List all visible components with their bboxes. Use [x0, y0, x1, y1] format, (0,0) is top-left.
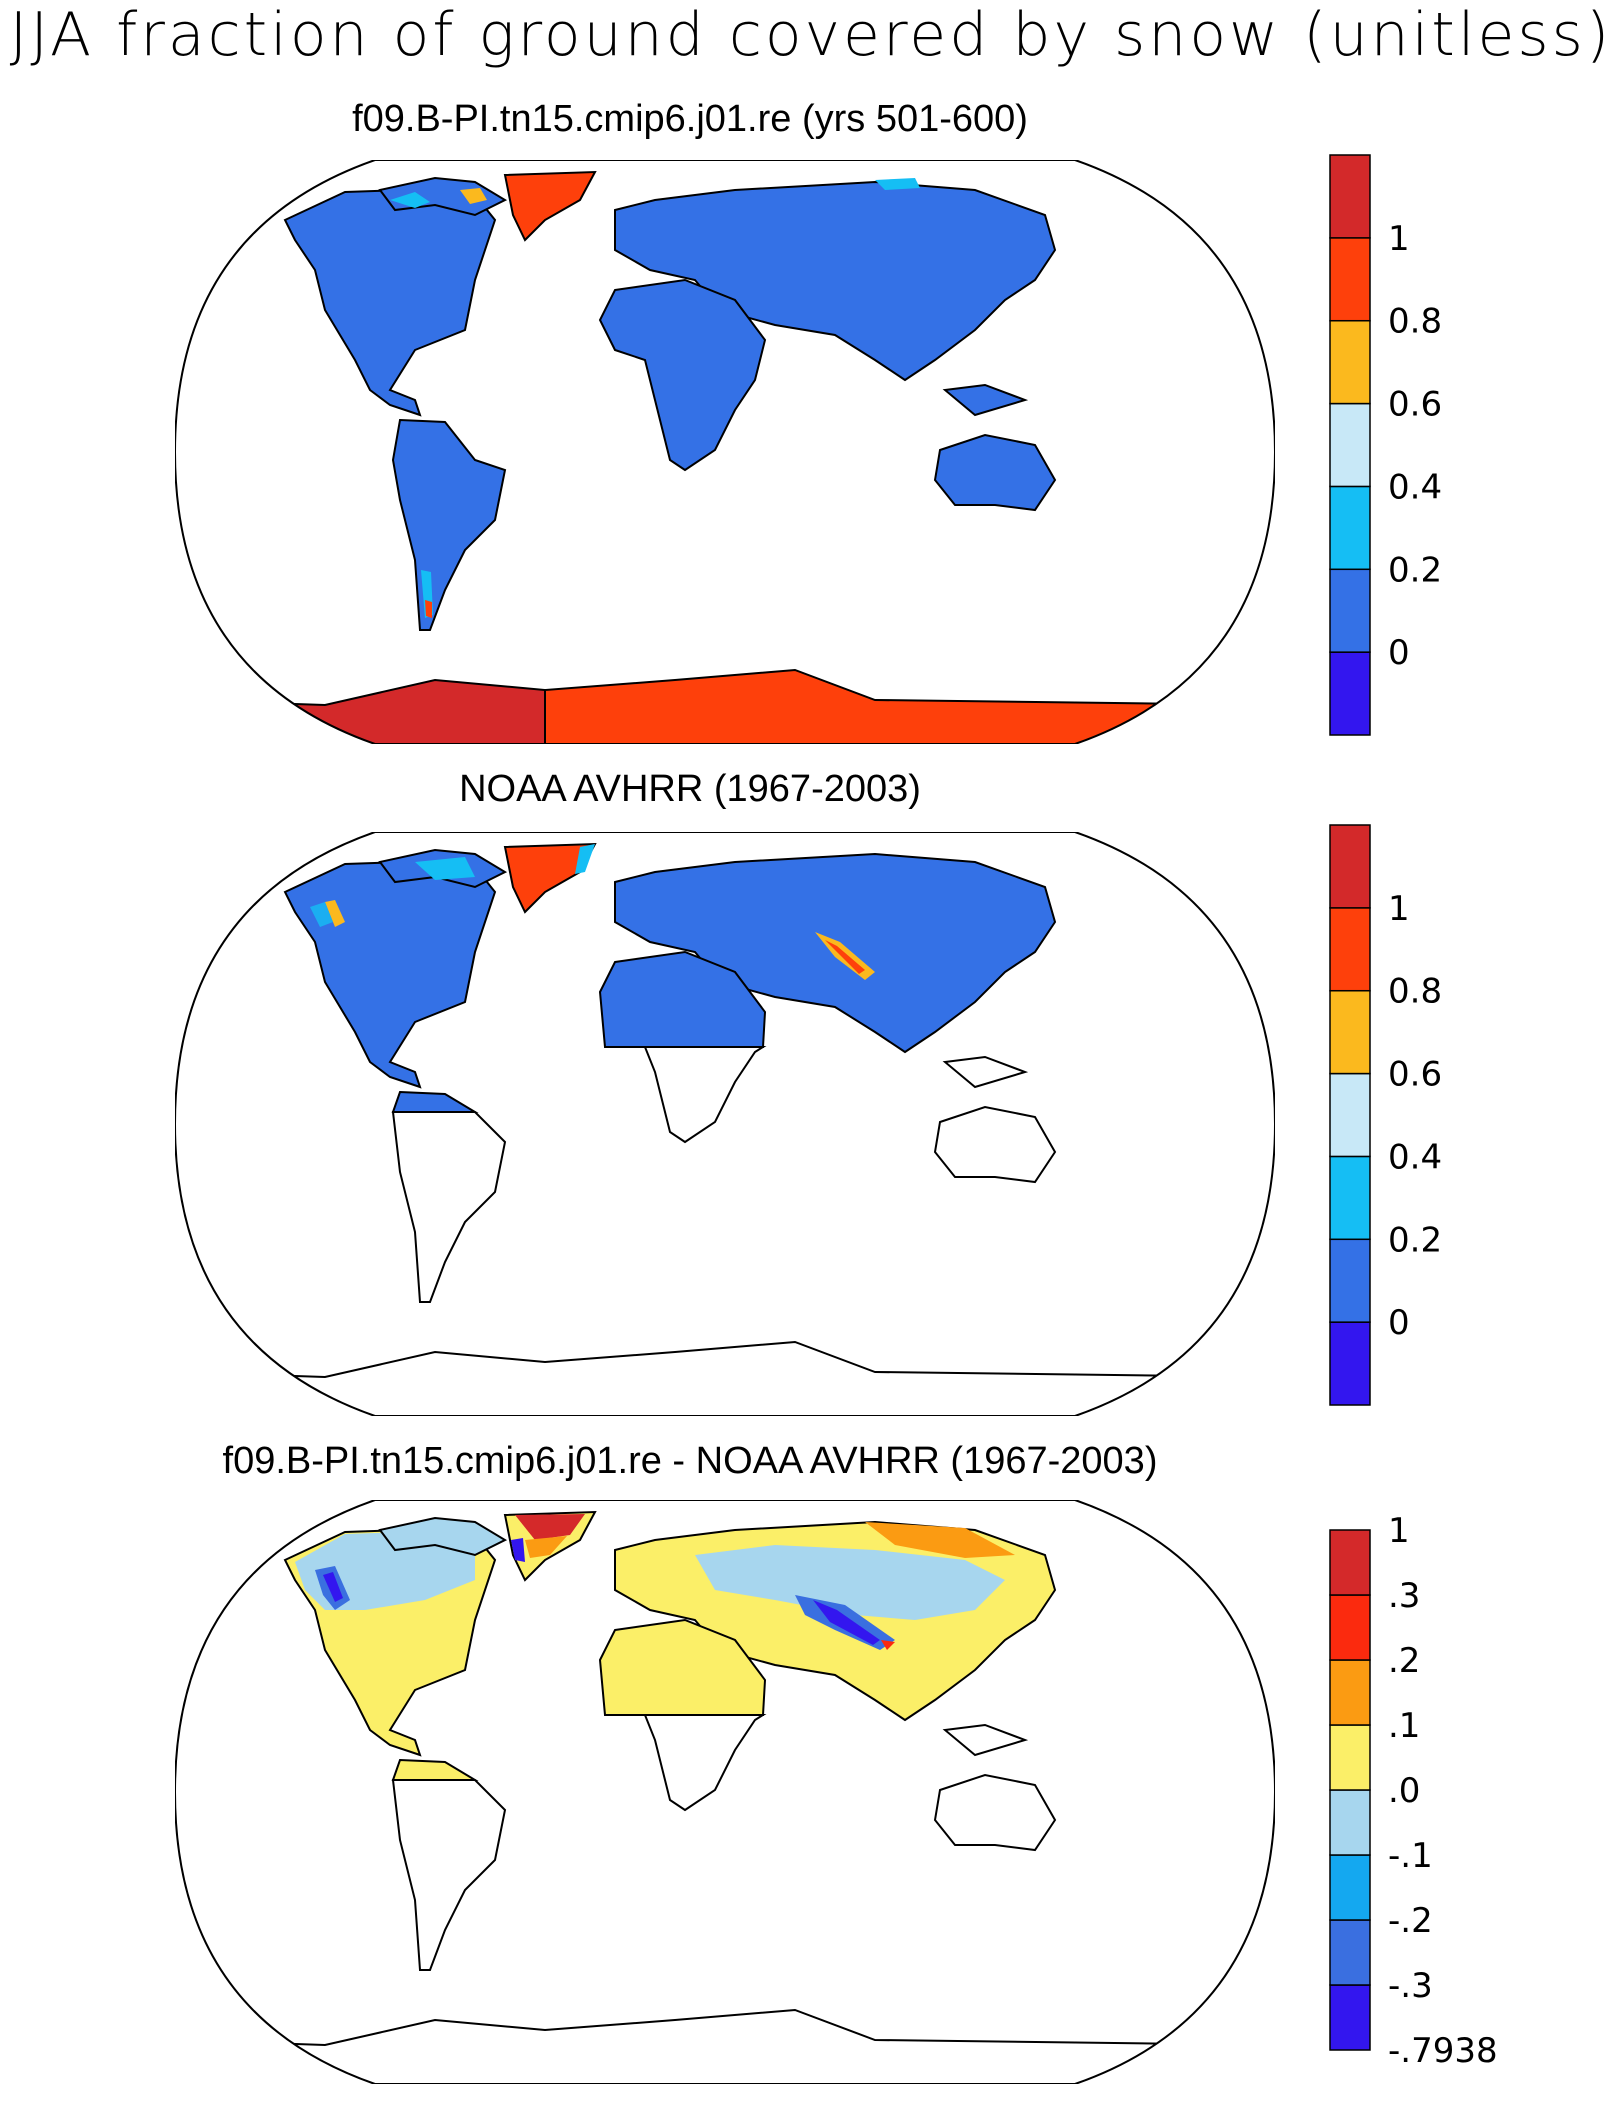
colorbar-tick-label: 0.8	[1388, 302, 1442, 342]
rockies-snow-patch-2	[310, 902, 333, 927]
tibet-negative-core	[813, 1600, 880, 1645]
map-border	[175, 832, 1275, 1416]
colorbar-tick-label: .3	[1388, 1576, 1420, 1616]
colorbar-segment	[1329, 989, 1371, 1075]
map-border	[175, 160, 1275, 744]
land-south-america-north-band	[391, 1090, 479, 1113]
colorbar-tick-label: 0	[1388, 1303, 1410, 1343]
siberia-snow-patch	[875, 178, 920, 190]
land-africa	[598, 278, 767, 472]
colorbar-segment	[1329, 154, 1371, 239]
land-africa-north-band	[598, 950, 767, 1048]
colorbar-tick-label: .0	[1388, 1771, 1420, 1811]
land-se-asia-islands	[942, 1055, 1029, 1089]
colorbar-tick-label: 1	[1388, 889, 1410, 929]
land-antarctica	[175, 2008, 1275, 2084]
greenland-negative-patch	[511, 1538, 525, 1562]
tibet-positive-edge	[881, 1640, 895, 1650]
land-antarctica-east	[544, 668, 1275, 744]
figure-title: JJA fraction of ground covered by snow (…	[9, 0, 1613, 70]
land-north-america	[283, 188, 497, 417]
colorbar-segment	[1329, 1984, 1371, 2051]
rockies-snow-patch	[325, 900, 345, 927]
colorbar-segment	[1329, 1072, 1371, 1158]
colorbar-model: 0 0.2 0.4 0.6 0.8 1	[1329, 154, 1442, 736]
land-antarctica	[175, 1340, 1275, 1416]
colorbar-tick-label: .1	[1388, 1706, 1420, 1746]
colorbar-segment	[1329, 1789, 1371, 1856]
colorbar-difference: -.7938 -.3 -.2 -.1 .0 .1 .2 .3 1	[1329, 1511, 1498, 2071]
greenland-edge-patch	[575, 844, 595, 874]
siberia-positive-patch	[865, 1522, 1015, 1558]
land-greenland	[503, 170, 597, 242]
land-arctic-islands	[378, 1516, 508, 1557]
land-antarctica-west	[175, 678, 546, 744]
land-south-america	[391, 1779, 507, 1971]
colorbar-segment	[1329, 1724, 1371, 1791]
colorbar-segment	[1329, 907, 1371, 992]
colorbar-tick-label: 0.2	[1388, 1220, 1442, 1260]
panel-title-observation: NOAA AVHRR (1967-2003)	[459, 768, 921, 810]
land-south-america	[391, 418, 507, 631]
land-se-asia-islands	[942, 383, 1029, 417]
colorbar-segment	[1329, 1594, 1371, 1661]
colorbar-segment	[1329, 1659, 1371, 1726]
map-border	[175, 1500, 1275, 2084]
colorbar-segment	[1329, 1238, 1371, 1323]
greenland-positive-patch	[515, 1514, 585, 1540]
colorbar-segment	[1329, 485, 1371, 571]
colorbar-segment	[1329, 1854, 1371, 1921]
arctic-snow-patch	[415, 857, 475, 880]
land-se-asia-islands	[942, 1723, 1029, 1757]
colorbar-tick-label: 1	[1388, 219, 1410, 259]
land-south-america-north-band	[391, 1758, 479, 1781]
map-model-snow-fraction	[175, 160, 1275, 744]
eurasia-negative-region	[695, 1545, 1005, 1620]
panel-title-difference: f09.B-PI.tn15.cmip6.j01.re - NOAA AVHRR …	[222, 1440, 1158, 1482]
colorbar-tick-label: .2	[1388, 1641, 1420, 1681]
colorbar-tick-label: -.3	[1388, 1966, 1433, 2006]
land-africa	[605, 1714, 767, 1812]
colorbar-observation: 0 0.2 0.4 0.6 0.8 1	[1329, 824, 1442, 1406]
tibet-snow-core	[825, 940, 865, 974]
land-south-america	[391, 1111, 507, 1303]
arctic-snow-patch-2	[460, 188, 487, 204]
colorbar-tick-label: 0.4	[1388, 467, 1442, 507]
land-australia	[933, 1105, 1057, 1184]
colorbar-segment	[1329, 402, 1371, 488]
land-north-america	[283, 860, 497, 1089]
colorbar-tick-label: 0	[1388, 633, 1410, 673]
colorbar-tick-label: 0.8	[1388, 972, 1442, 1012]
greenland-mid-patch	[525, 1536, 567, 1558]
colorbar-tick-label: -.2	[1388, 1901, 1433, 1941]
colorbar-tick-label: -.1	[1388, 1836, 1433, 1876]
colorbar-tick-label: 0.2	[1388, 550, 1442, 590]
colorbar-segment	[1329, 237, 1371, 322]
map-observation-snow-fraction	[175, 832, 1275, 1416]
colorbar-tick-label: 1	[1388, 1511, 1410, 1551]
andes-snow-patch-2	[425, 600, 432, 618]
colorbar-segment	[1329, 1919, 1371, 1986]
colorbar-tick-label: -.7938	[1388, 2031, 1498, 2071]
land-africa-north-band	[598, 1618, 767, 1716]
land-australia	[933, 1773, 1057, 1852]
colorbar-segment	[1329, 651, 1371, 736]
colorbar-tick-label: 0.6	[1388, 385, 1442, 425]
panel-title-model: f09.B-PI.tn15.cmip6.j01.re (yrs 501-600)	[352, 98, 1028, 140]
colorbar-segment	[1329, 1155, 1371, 1241]
land-africa	[605, 1046, 767, 1144]
arctic-snow-patch	[390, 192, 430, 208]
colorbar-segment	[1329, 824, 1371, 909]
colorbar-tick-label: 0.4	[1388, 1137, 1442, 1177]
map-difference-snow-fraction	[175, 1500, 1275, 2084]
colorbar-segment	[1329, 319, 1371, 405]
colorbar-tick-label: 0.6	[1388, 1055, 1442, 1095]
colorbar-segment	[1329, 568, 1371, 653]
rockies-negative-core	[323, 1572, 343, 1602]
colorbar-segment	[1329, 1321, 1371, 1406]
colorbar-segment	[1329, 1529, 1371, 1596]
land-australia	[933, 433, 1057, 512]
